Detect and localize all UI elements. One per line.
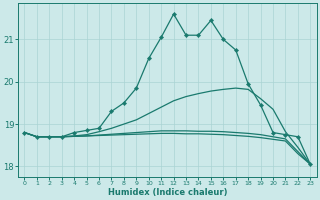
X-axis label: Humidex (Indice chaleur): Humidex (Indice chaleur) (108, 188, 227, 197)
